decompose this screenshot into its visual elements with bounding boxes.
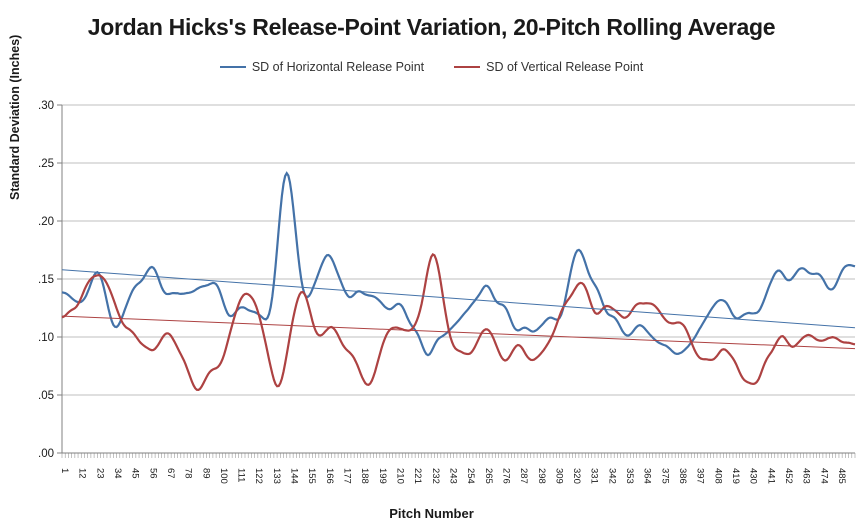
svg-text:.25: .25 [38,158,54,170]
svg-text:243: 243 [447,468,458,484]
svg-text:353: 353 [624,468,635,484]
plot-area: .00 .05 .10 .15 .20 .25 .30 1 12 23 34 45 56 67 78 89 10… [0,95,863,523]
svg-text:331: 331 [589,468,600,484]
legend-swatch-horizontal [220,66,246,68]
svg-text:199: 199 [377,468,388,484]
svg-text:144: 144 [289,468,300,484]
svg-text:78: 78 [183,468,194,479]
svg-text:221: 221 [412,468,423,484]
svg-text:111: 111 [236,468,247,482]
legend-item-vertical[interactable]: SD of Vertical Release Point [454,60,643,74]
svg-text:397: 397 [695,468,706,484]
svg-text:.30: .30 [38,100,54,112]
svg-text:320: 320 [571,468,582,484]
svg-text:23: 23 [94,468,105,479]
svg-text:430: 430 [748,468,759,484]
svg-text:.20: .20 [38,216,54,228]
legend-label-horizontal: SD of Horizontal Release Point [252,60,424,74]
svg-text:155: 155 [306,468,317,484]
svg-text:441: 441 [765,468,776,484]
legend-item-horizontal[interactable]: SD of Horizontal Release Point [220,60,424,74]
svg-text:45: 45 [130,468,141,479]
svg-text:364: 364 [642,468,653,484]
svg-text:276: 276 [500,468,511,484]
svg-text:408: 408 [712,468,723,484]
svg-text:166: 166 [324,468,335,484]
chart-svg[interactable]: .00 .05 .10 .15 .20 .25 .30 1 12 23 34 45 56 67 78 89 10… [0,95,863,523]
svg-text:56: 56 [147,468,158,479]
svg-text:.05: .05 [38,390,54,402]
svg-text:133: 133 [271,468,282,484]
svg-text:67: 67 [165,468,176,479]
svg-text:254: 254 [465,468,476,484]
svg-text:188: 188 [359,468,370,484]
svg-text:34: 34 [112,468,123,479]
svg-text:485: 485 [836,468,847,484]
svg-text:419: 419 [730,468,741,484]
svg-text:.00: .00 [38,448,54,460]
legend-label-vertical: SD of Vertical Release Point [486,60,643,74]
svg-text:287: 287 [518,468,529,484]
svg-text:.15: .15 [38,274,54,286]
chart-title: Jordan Hicks's Release-Point Variation, … [0,14,863,41]
svg-text:100: 100 [218,468,229,484]
horizontal-sd-line[interactable] [62,173,855,355]
svg-text:177: 177 [342,468,353,484]
legend: SD of Horizontal Release Point SD of Ver… [0,60,863,74]
chart-container: Jordan Hicks's Release-Point Variation, … [0,0,863,523]
svg-text:89: 89 [200,468,211,479]
svg-text:375: 375 [659,468,670,484]
svg-text:386: 386 [677,468,688,484]
svg-text:12: 12 [77,468,88,479]
svg-text:309: 309 [553,468,564,484]
svg-text:122: 122 [253,468,264,484]
svg-text:342: 342 [606,468,617,484]
svg-text:1: 1 [59,468,70,473]
svg-text:474: 474 [818,468,829,484]
svg-text:452: 452 [783,468,794,484]
svg-text:.10: .10 [38,332,54,344]
svg-text:463: 463 [801,468,812,484]
svg-text:298: 298 [536,468,547,484]
svg-text:265: 265 [483,468,494,484]
svg-text:210: 210 [395,468,406,484]
legend-swatch-vertical [454,66,480,68]
svg-text:232: 232 [430,468,441,484]
